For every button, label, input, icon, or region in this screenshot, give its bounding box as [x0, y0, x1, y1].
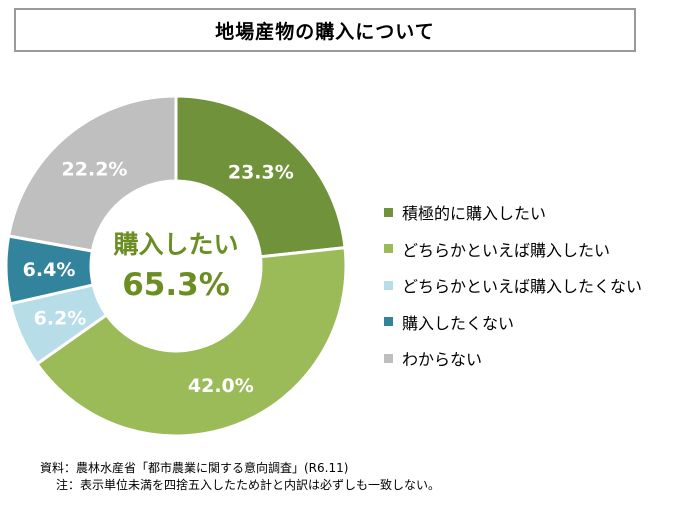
chart-title-box: 地場産物の購入について — [14, 8, 636, 52]
legend-label-4: わからない — [402, 350, 483, 370]
source-note: 資料：農林水産省「都市農業に関する意向調査」(R6.11) — [40, 461, 349, 475]
center-label: 購入したい — [113, 230, 238, 259]
legend-label-1: どちらかといえば購入したい — [402, 240, 611, 260]
legend-item-0: 積極的に購入したい — [384, 194, 642, 231]
legend-swatch-1 — [384, 244, 393, 254]
legend: 積極的に購入したいどちらかといえば購入したいどちらかといえば購入したくない 購入し… — [384, 194, 642, 377]
legend-label-2: どちらかといえば購入したくない — [402, 277, 643, 297]
slice-1 — [34, 245, 348, 438]
slice-label-4: 22.2% — [62, 159, 128, 181]
slice-0 — [174, 94, 347, 259]
slice-4 — [6, 94, 178, 253]
legend-item-2: どちらかといえば購入したくない — [384, 267, 642, 304]
slice-label-0: 23.3% — [228, 161, 294, 183]
slice-label-1: 42.0% — [188, 375, 254, 397]
legend-label-3: 購入したくない — [402, 313, 515, 333]
slice-label-2: 6.2% — [34, 308, 87, 330]
rounding-note: 注：表示単位未満を四捨五入したため計と内訳は必ずしも一致しない。 — [56, 478, 441, 492]
legend-item-3: 購入したくない — [384, 304, 642, 341]
legend-item-4: わからない — [384, 340, 642, 377]
legend-label-0: 積極的に購入したい — [402, 204, 547, 224]
slice-label-3: 6.4% — [23, 259, 76, 281]
legend-swatch-3 — [384, 317, 393, 327]
legend-swatch-4 — [384, 353, 393, 363]
legend-item-1: どちらかといえば購入したい — [384, 231, 642, 268]
legend-swatch-2 — [384, 280, 393, 290]
center-value: 65.3% — [122, 267, 230, 303]
legend-swatch-0 — [384, 207, 393, 217]
chart-title: 地場産物の購入について — [215, 20, 435, 43]
footnote: 資料：農林水産省「都市農業に関する意向調査」(R6.11) 注：表示単位未満を四… — [40, 460, 440, 494]
